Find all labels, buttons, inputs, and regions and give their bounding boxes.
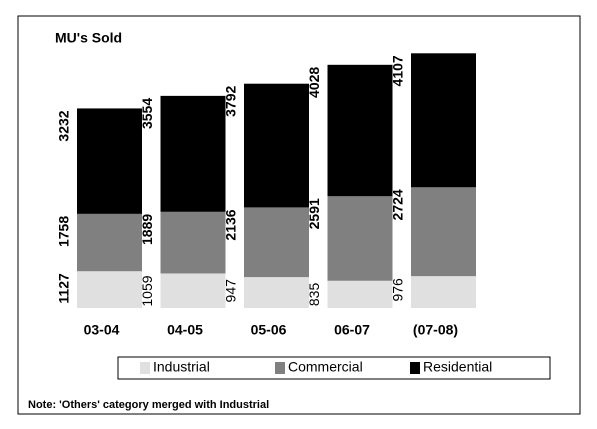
data-label: 976	[390, 278, 406, 302]
legend-box	[117, 356, 551, 380]
bar-segment	[411, 187, 476, 277]
data-label: 947	[223, 279, 239, 303]
bar-segment	[160, 95, 226, 212]
x-tick-label: 04-05	[167, 322, 203, 338]
x-tick-label: 05-06	[251, 322, 287, 338]
bar-segment	[327, 280, 393, 308]
data-label: 3554	[139, 98, 155, 129]
data-label: 1059	[139, 275, 155, 306]
note: Note: 'Others' category merged with Indu…	[28, 399, 269, 411]
data-label: 2591	[306, 198, 322, 229]
data-label: 1758	[56, 216, 72, 247]
data-label: 4028	[306, 67, 322, 98]
data-label: 3792	[223, 86, 239, 117]
bar-segment	[77, 271, 142, 308]
legend-swatch	[275, 362, 285, 374]
bar-segment	[77, 108, 142, 214]
bar-segment	[244, 83, 309, 208]
data-label: 4107	[390, 55, 406, 86]
bar-segment	[77, 213, 142, 272]
data-label: 3232	[56, 110, 72, 141]
bar-segment	[244, 207, 309, 278]
data-label: 2724	[390, 189, 406, 220]
legend-swatch	[140, 362, 150, 374]
chart-title: MU's Sold	[55, 30, 122, 46]
data-label: 835	[306, 283, 322, 307]
x-tick-label: 06-07	[334, 322, 370, 338]
legend-label: Industrial	[153, 359, 210, 375]
bar-segment	[327, 196, 393, 281]
bar-segment	[411, 53, 476, 188]
data-label: 1127	[56, 273, 72, 304]
x-tick-label: 03-04	[84, 322, 120, 338]
legend-label: Residential	[423, 359, 492, 375]
legend-label: Commercial	[288, 359, 363, 375]
data-label: 1889	[139, 214, 155, 245]
bar-segment	[411, 276, 476, 308]
legend-swatch	[410, 362, 420, 374]
bar-segment	[160, 211, 226, 274]
bar-segment	[244, 277, 309, 308]
bar-segment	[327, 64, 393, 197]
data-label: 2136	[223, 209, 239, 240]
bar-segment	[160, 273, 226, 308]
x-tick-label: (07-08)	[413, 322, 458, 338]
